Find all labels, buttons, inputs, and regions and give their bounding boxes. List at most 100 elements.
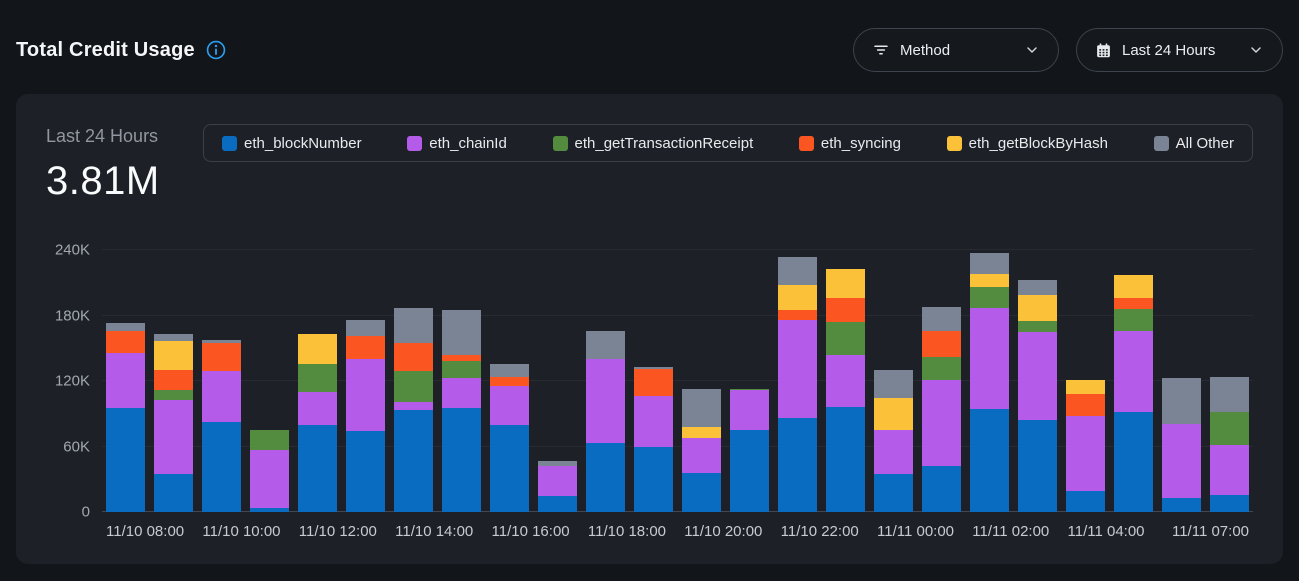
bar-segment[interactable] (106, 330, 145, 353)
bar-segment[interactable] (682, 472, 721, 512)
bar[interactable] (778, 250, 817, 512)
bar-segment[interactable] (394, 401, 433, 411)
bar-segment[interactable] (154, 370, 193, 390)
bar-segment[interactable] (1210, 445, 1249, 495)
bar-segment[interactable] (586, 359, 625, 444)
bar-segment[interactable] (1114, 308, 1153, 331)
method-dropdown[interactable]: Method (853, 28, 1059, 72)
legend-item[interactable]: eth_getBlockByHash (946, 135, 1108, 152)
bar-segment[interactable] (874, 430, 913, 474)
bar-segment[interactable] (106, 323, 145, 331)
bar-segment[interactable] (778, 256, 817, 285)
bar-segment[interactable] (250, 430, 289, 450)
bar-segment[interactable] (490, 386, 529, 425)
bar[interactable] (490, 250, 529, 512)
bar[interactable] (970, 250, 1009, 512)
bar-segment[interactable] (154, 473, 193, 512)
bar[interactable] (826, 250, 865, 512)
bar-segment[interactable] (970, 287, 1009, 308)
bar-segment[interactable] (634, 396, 673, 447)
bar-segment[interactable] (538, 466, 577, 496)
bar-segment[interactable] (394, 410, 433, 512)
bar-segment[interactable] (346, 431, 385, 512)
bar-segment[interactable] (490, 376, 529, 387)
bar-segment[interactable] (874, 473, 913, 512)
bar-segment[interactable] (922, 306, 961, 331)
bar-segment[interactable] (922, 330, 961, 357)
bar-segment[interactable] (442, 361, 481, 378)
bar-segment[interactable] (730, 388, 769, 390)
bar-segment[interactable] (442, 408, 481, 512)
bar-segment[interactable] (970, 409, 1009, 512)
bar-segment[interactable] (826, 407, 865, 512)
bar-segment[interactable] (346, 319, 385, 337)
bar-segment[interactable] (970, 274, 1009, 288)
bar[interactable] (586, 250, 625, 512)
bar-segment[interactable] (826, 354, 865, 408)
legend-item[interactable]: All Other (1153, 135, 1234, 152)
bar-segment[interactable] (298, 334, 337, 364)
bar[interactable] (1210, 250, 1249, 512)
bar-segment[interactable] (1018, 320, 1057, 332)
legend-item[interactable]: eth_getTransactionReceipt (552, 135, 753, 152)
bar-segment[interactable] (1114, 330, 1153, 412)
bar-segment[interactable] (490, 424, 529, 512)
bar-segment[interactable] (1018, 279, 1057, 295)
bar-segment[interactable] (538, 460, 577, 467)
bar-segment[interactable] (106, 352, 145, 409)
bar[interactable] (634, 250, 673, 512)
bar-segment[interactable] (154, 340, 193, 371)
bar-segment[interactable] (874, 370, 913, 399)
bar-segment[interactable] (250, 449, 289, 508)
bar-segment[interactable] (106, 408, 145, 512)
legend-item[interactable]: eth_syncing (798, 135, 901, 152)
bar[interactable] (1066, 250, 1105, 512)
bar[interactable] (538, 250, 577, 512)
bar[interactable] (1162, 250, 1201, 512)
bar[interactable] (298, 250, 337, 512)
bar-segment[interactable] (154, 334, 193, 341)
bar-segment[interactable] (1066, 394, 1105, 416)
bar[interactable] (922, 250, 961, 512)
bar-segment[interactable] (682, 437, 721, 473)
bar-segment[interactable] (586, 443, 625, 512)
bar-segment[interactable] (202, 339, 241, 343)
bar-segment[interactable] (1162, 377, 1201, 424)
bar-segment[interactable] (346, 359, 385, 432)
bar-segment[interactable] (874, 398, 913, 431)
bar-segment[interactable] (1210, 494, 1249, 512)
bar-segment[interactable] (1018, 331, 1057, 421)
bar-segment[interactable] (778, 418, 817, 512)
bar-segment[interactable] (1114, 298, 1153, 309)
bar-segment[interactable] (1114, 411, 1153, 512)
bar-segment[interactable] (634, 369, 673, 397)
bar-segment[interactable] (970, 307, 1009, 410)
bar[interactable] (1114, 250, 1153, 512)
bar-segment[interactable] (202, 371, 241, 423)
bar-segment[interactable] (154, 399, 193, 474)
bar[interactable] (154, 250, 193, 512)
bar-segment[interactable] (922, 466, 961, 512)
bar-segment[interactable] (298, 391, 337, 425)
bar-segment[interactable] (730, 430, 769, 512)
bar-segment[interactable] (778, 310, 817, 320)
bar-segment[interactable] (826, 268, 865, 299)
bar-segment[interactable] (442, 377, 481, 409)
bar-segment[interactable] (1114, 275, 1153, 299)
bar-segment[interactable] (1162, 497, 1201, 512)
bar-segment[interactable] (298, 424, 337, 512)
bar-segment[interactable] (202, 422, 241, 512)
bar-segment[interactable] (634, 446, 673, 512)
bar-segment[interactable] (394, 307, 433, 343)
bar-segment[interactable] (586, 330, 625, 360)
bar-segment[interactable] (778, 319, 817, 419)
bar-segment[interactable] (922, 379, 961, 467)
bar[interactable] (106, 250, 145, 512)
bar[interactable] (1018, 250, 1057, 512)
bar-segment[interactable] (1066, 379, 1105, 395)
bar-segment[interactable] (1066, 491, 1105, 512)
bar-segment[interactable] (202, 342, 241, 372)
bar-segment[interactable] (298, 363, 337, 392)
bar-segment[interactable] (346, 336, 385, 360)
bar-segment[interactable] (250, 507, 289, 512)
